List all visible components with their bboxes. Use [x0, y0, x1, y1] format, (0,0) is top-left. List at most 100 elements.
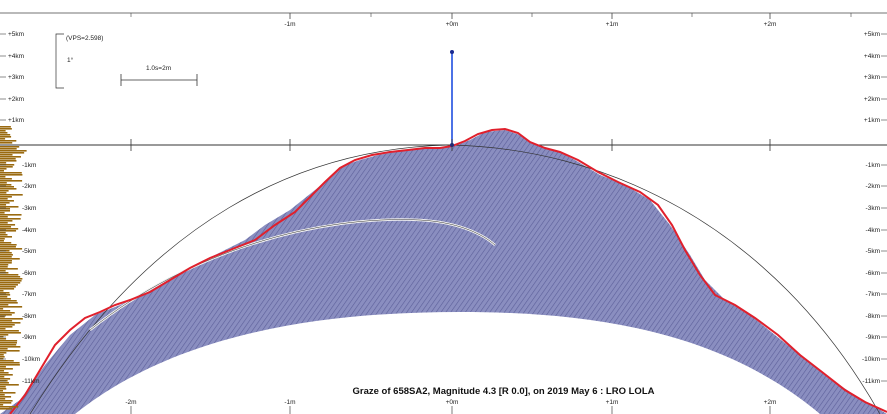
histogram-bar	[0, 252, 12, 254]
top-ruler-label: +0m	[446, 21, 459, 28]
histogram-bar	[0, 238, 5, 240]
histogram-bar	[0, 360, 14, 362]
histogram-bar	[0, 310, 11, 312]
histogram-bar	[0, 402, 12, 404]
histogram-bar	[0, 294, 11, 296]
right-axis-label: -8km	[866, 313, 880, 320]
histogram-bar	[0, 368, 13, 370]
right-axis-label: -11km	[862, 378, 880, 385]
histogram-bar	[0, 404, 4, 406]
histogram-bar	[0, 394, 5, 396]
bottom-ruler-label: -1m	[284, 399, 295, 406]
histogram-bar	[0, 204, 7, 206]
histogram-bar	[0, 376, 5, 378]
star-marker	[450, 50, 454, 54]
right-axis-label: +2km	[864, 96, 880, 103]
histogram-bar	[0, 258, 20, 260]
right-axis-label: -5km	[866, 248, 880, 255]
histogram-bar	[0, 176, 6, 178]
histogram-bar	[0, 232, 6, 234]
histogram-bar	[0, 382, 9, 384]
top-ruler-ticks: -1m +0m +1m +2m	[130, 13, 852, 28]
graze-caption: Graze of 658SA2, Magnitude 4.3 [R 0.0], …	[0, 386, 887, 397]
left-axis-label: +5km	[8, 31, 24, 38]
histogram-bar	[0, 354, 4, 356]
bottom-ruler-label: +1m	[606, 399, 619, 406]
histogram-bar	[0, 344, 17, 346]
histogram-bar	[0, 160, 17, 162]
left-axis-label: -7km	[22, 291, 36, 298]
histogram-bar	[0, 316, 5, 318]
histogram-bar	[0, 134, 11, 136]
histogram-bar	[0, 340, 18, 342]
histogram-bar	[0, 174, 23, 176]
histogram-bar	[0, 164, 15, 166]
left-axis-label: -1km	[22, 162, 36, 169]
right-axis-label: -1km	[866, 162, 880, 169]
histogram-bar	[0, 396, 12, 398]
degree-label: 1°	[67, 56, 74, 64]
right-axis-label: -2km	[866, 183, 880, 190]
histogram-bar	[0, 240, 4, 242]
histogram-bar	[0, 350, 20, 352]
histogram-bar	[0, 338, 7, 340]
distance-scale-label: 1.0s=2m	[146, 65, 171, 72]
histogram-bar	[0, 202, 10, 204]
histogram-bar	[0, 280, 22, 282]
left-axis-label: -9km	[22, 334, 36, 341]
histogram-bar	[0, 322, 21, 324]
histogram-bar	[0, 400, 13, 402]
left-axis-label: +2km	[8, 96, 24, 103]
histogram-bar	[0, 348, 8, 350]
histogram-bar	[0, 168, 7, 170]
right-axis-label: +1km	[864, 117, 880, 124]
histogram-bar	[0, 216, 8, 218]
histogram-bar	[0, 264, 9, 266]
histogram-bar	[0, 146, 20, 148]
histogram-bar	[0, 182, 7, 184]
histogram-bar	[0, 352, 7, 354]
histogram-bar	[0, 208, 11, 210]
histogram-bar	[0, 256, 12, 258]
histogram-bar	[0, 206, 19, 208]
right-height-axis: +5km +4km +3km +2km +1km -1km -2km -3km -4km -5km…	[862, 31, 887, 385]
histogram-bar	[0, 276, 21, 278]
bottom-ruler-ticks: -2m -1m +0m +1m +2m	[125, 399, 776, 414]
histogram-bar	[0, 162, 7, 164]
histogram-bar	[0, 312, 15, 314]
histogram-bar	[0, 356, 5, 358]
histogram-bar	[0, 220, 13, 222]
right-axis-label: -4km	[866, 227, 880, 234]
histogram-bar	[0, 186, 15, 188]
histogram-bar	[0, 158, 16, 160]
histogram-bar	[0, 194, 23, 196]
left-axis-label: +3km	[8, 74, 24, 81]
histogram-bar	[0, 260, 13, 262]
terrain-lower-void	[75, 312, 820, 414]
histogram-bar	[0, 126, 11, 128]
histogram-bar	[0, 298, 11, 300]
histogram-bar	[0, 308, 4, 310]
histogram-bar	[0, 386, 6, 388]
histogram-bar	[0, 152, 25, 154]
bottom-ruler-label: -2m	[125, 399, 136, 406]
histogram-bar	[0, 304, 9, 306]
histogram-bar	[0, 362, 20, 364]
histogram-bar	[0, 270, 6, 272]
histogram-bar	[0, 296, 8, 298]
histogram-bar	[0, 214, 22, 216]
histogram-bar	[0, 328, 6, 330]
histogram-bar	[0, 222, 8, 224]
histogram-bar	[0, 130, 6, 132]
histogram-bar	[0, 224, 16, 226]
left-axis-label: -3km	[22, 205, 36, 212]
histogram-bar	[0, 218, 21, 220]
histogram-bar	[0, 172, 22, 174]
histogram-bar	[0, 390, 4, 392]
histogram-bar	[0, 188, 17, 190]
histogram-bar	[0, 210, 11, 212]
histogram-bar	[0, 408, 13, 410]
right-axis-label: +3km	[864, 74, 880, 81]
right-axis-label: -6km	[866, 270, 880, 277]
